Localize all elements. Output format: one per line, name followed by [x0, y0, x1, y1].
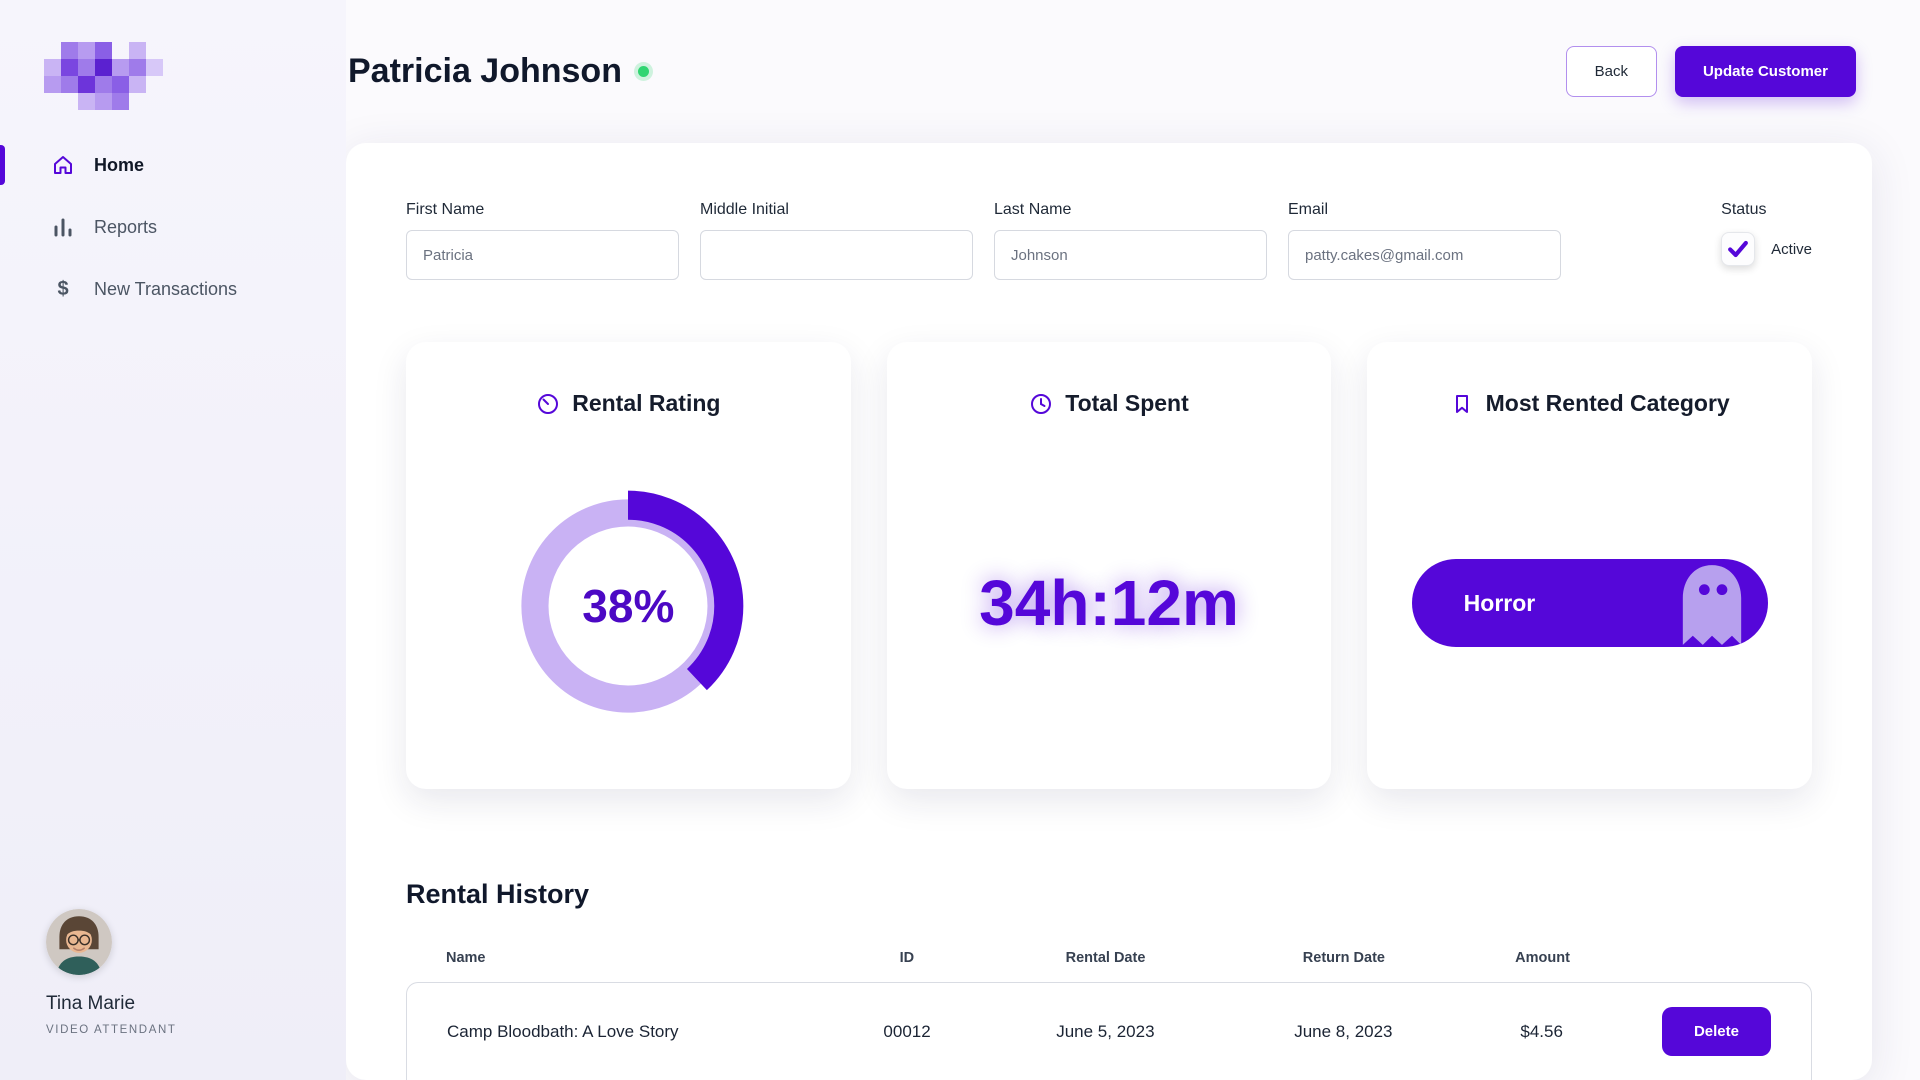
col-id: ID: [899, 950, 915, 966]
rental-rating-title: Rental Rating: [536, 390, 720, 417]
card-title-text: Rental Rating: [572, 390, 721, 416]
rental-history-header: Name ID Rental Date Return Date Amount: [406, 950, 1812, 966]
total-spent-value: 34h:12m: [979, 567, 1239, 639]
page-title: Patricia Johnson: [348, 52, 649, 91]
cell-id: 00012: [883, 1021, 931, 1041]
status-checkbox[interactable]: [1721, 232, 1756, 266]
cell-rental-date: June 5, 2023: [1056, 1021, 1155, 1041]
active-indicator: [0, 145, 5, 185]
card-title-text: Most Rented Category: [1485, 390, 1730, 416]
update-customer-button[interactable]: Update Customer: [1674, 46, 1856, 97]
rental-history-title: Rental History: [406, 879, 590, 909]
col-return-date: Return Date: [1302, 950, 1385, 966]
ghost-icon: [1682, 565, 1741, 645]
rental-rating-card: Rental Rating 38%: [406, 342, 851, 789]
status-label: Status: [1721, 201, 1767, 218]
clock-icon: [1031, 393, 1052, 414]
middle-initial-label: Middle Initial: [700, 201, 789, 218]
middle-initial-field-group: Middle Initial: [700, 201, 973, 280]
email-input[interactable]: [1288, 230, 1561, 280]
last-name-field-group: Last Name: [994, 201, 1267, 280]
total-spent-title: Total Spent: [1029, 390, 1189, 417]
middle-initial-input[interactable]: [700, 230, 973, 280]
email-field-group: Email: [1288, 201, 1561, 280]
customer-name: Patricia Johnson: [348, 52, 622, 90]
sidebar-item-reports[interactable]: Reports: [0, 196, 346, 258]
col-amount: Amount: [1515, 950, 1570, 966]
sidebar: Home Reports $ New Transactions: [0, 0, 346, 1080]
user-block: Tina Marie VIDEO ATTENDANT: [46, 909, 177, 1036]
sidebar-item-label: Home: [94, 154, 145, 175]
rating-percent: 38%: [582, 580, 675, 632]
cell-name: Camp Bloodbath: A Love Story: [447, 1021, 679, 1041]
first-name-input[interactable]: [406, 230, 679, 280]
sidebar-item-home[interactable]: Home: [0, 134, 346, 196]
first-name-field-group: First Name: [406, 201, 679, 280]
total-spent-card: Total Spent 34h:12m: [886, 342, 1332, 789]
sidebar-item-label: New Transactions: [94, 278, 238, 299]
first-name-label: First Name: [406, 201, 485, 218]
rating-donut-chart: 38%: [502, 480, 754, 732]
bookmark-icon: [1455, 394, 1468, 413]
most-rented-title: Most Rented Category: [1450, 390, 1730, 417]
most-rented-category-card: Most Rented Category Horror: [1367, 342, 1813, 789]
stat-cards: Rental Rating 38%: [406, 342, 1813, 789]
last-name-label: Last Name: [994, 201, 1072, 218]
table-row: Camp Bloodbath: A Love Story 00012 June …: [407, 983, 1811, 1080]
customer-form: First Name Middle Initial Last Name Emai…: [406, 201, 1812, 280]
check-icon: [1728, 240, 1749, 258]
status-active-label: Active: [1771, 240, 1812, 258]
rental-history-table: Camp Bloodbath: A Love Story 00012 June …: [406, 982, 1812, 1080]
donut-arc: [512, 490, 744, 722]
cell-amount: $4.56: [1520, 1021, 1563, 1041]
user-name: Tina Marie: [46, 993, 136, 1014]
online-status-dot: [637, 66, 649, 77]
user-role: VIDEO ATTENDANT: [46, 1024, 177, 1036]
sidebar-item-new-transactions[interactable]: $ New Transactions: [0, 258, 346, 320]
col-name: Name: [446, 950, 486, 966]
category-pill: Horror: [1411, 559, 1768, 647]
dollar-icon: $: [57, 277, 69, 300]
col-rental-date: Rental Date: [1065, 950, 1146, 966]
last-name-input[interactable]: [994, 230, 1267, 280]
header-actions: Back Update Customer: [1565, 46, 1856, 97]
email-label: Email: [1288, 201, 1329, 218]
bar-chart-icon: [50, 215, 76, 239]
content-panel: First Name Middle Initial Last Name Emai…: [346, 143, 1872, 1080]
home-icon: [50, 153, 76, 177]
logo: [44, 42, 163, 110]
sidebar-item-label: Reports: [94, 216, 158, 237]
status-field-group: Status Active: [1721, 201, 1812, 280]
page-header: Patricia Johnson Back Update Customer: [346, 0, 1920, 143]
avatar: [46, 909, 112, 975]
back-button[interactable]: Back: [1565, 46, 1657, 97]
cell-return-date: June 8, 2023: [1294, 1021, 1393, 1041]
gauge-icon: [538, 393, 559, 414]
category-value: Horror: [1463, 589, 1536, 616]
card-title-text: Total Spent: [1065, 390, 1189, 416]
sidebar-nav: Home Reports $ New Transactions: [0, 134, 346, 320]
main: Patricia Johnson Back Update Customer Fi…: [346, 0, 1920, 1080]
delete-button[interactable]: Delete: [1661, 1007, 1771, 1056]
